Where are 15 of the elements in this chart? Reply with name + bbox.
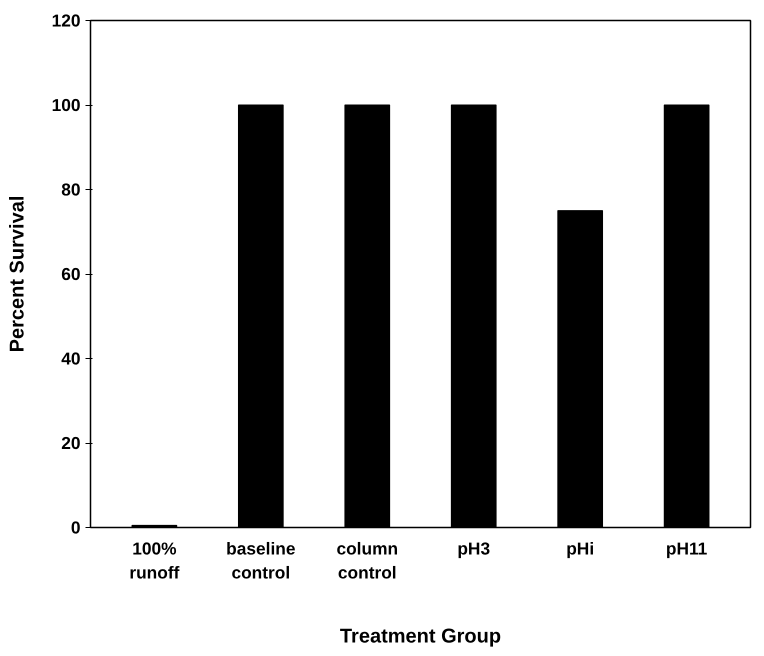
y-tick-label: 80 [61,180,81,200]
y-tick-label: 20 [61,433,81,453]
y-tick-label: 100 [52,95,81,115]
x-tick-label: pH3 [457,538,490,558]
y-tick-label: 120 [52,10,81,30]
y-tick-label: 0 [70,518,81,538]
x-tick-label: column control [336,538,398,582]
x-tick-label: pHi [566,538,594,558]
y-tick-label: 60 [61,264,81,284]
x-axis-title: Treatment Group [340,626,502,648]
x-tick-label: pH11 [666,538,708,558]
y-axis-title: Percent Survival [6,196,29,352]
x-tick-label: 100% runoff [129,538,180,582]
x-tick-label: baseline control [226,538,296,582]
y-tick-label: 40 [61,348,81,368]
